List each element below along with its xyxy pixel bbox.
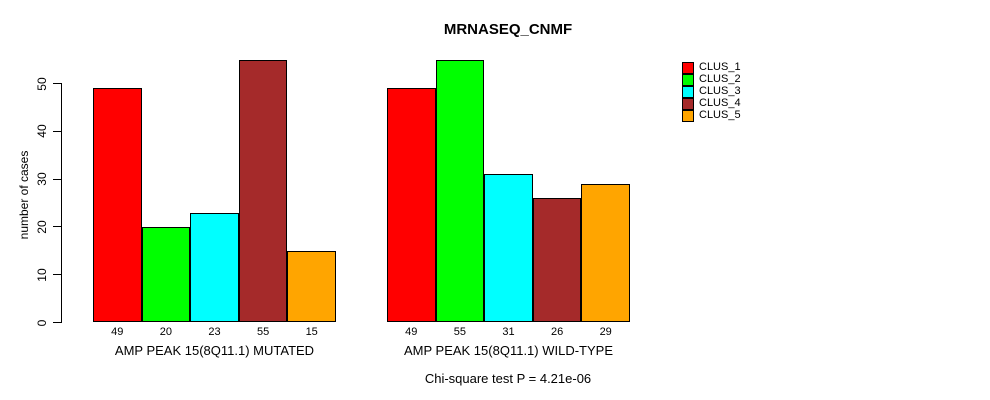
legend-swatch-clus_4 xyxy=(682,97,694,110)
bar-value-label: 26 xyxy=(550,326,564,338)
y-tick xyxy=(53,274,61,276)
legend-label: CLUS_2 xyxy=(699,73,741,85)
bar-clus_4 xyxy=(238,59,288,323)
x-group-label: AMP PEAK 15(8Q11.1) WILD-TYPE xyxy=(403,343,614,358)
bar-clus_2 xyxy=(435,59,485,323)
bar-clus_3 xyxy=(190,212,239,323)
y-tick-label: 10 xyxy=(35,268,49,282)
y-tick xyxy=(53,226,61,228)
annotation: Chi-square test P = 4.21e-06 xyxy=(424,371,592,386)
x-group-label: AMP PEAK 15(8Q11.1) MUTATED xyxy=(114,343,315,358)
legend-item: CLUS_2 xyxy=(682,73,741,86)
y-tick xyxy=(53,322,61,323)
legend: CLUS_1 CLUS_2 CLUS_3 CLUS_4 CLUS_5 xyxy=(682,61,741,122)
y-tick-label: 0 xyxy=(35,319,49,326)
bar-clus_5 xyxy=(287,250,336,323)
bar-value-label: 23 xyxy=(208,326,221,338)
y-tick xyxy=(53,130,61,132)
chart-title: MRNASEQ_CNMF xyxy=(443,21,573,38)
y-tick-label: 40 xyxy=(35,124,49,138)
bar-value-label: 55 xyxy=(256,326,270,338)
legend-item: CLUS_5 xyxy=(682,109,741,122)
bar-value-label: 49 xyxy=(405,326,418,338)
bar-clus_5 xyxy=(581,183,630,323)
legend-item: CLUS_3 xyxy=(682,85,741,98)
bar-value-label: 29 xyxy=(599,326,612,338)
legend-swatch-clus_1 xyxy=(682,61,694,74)
legend-label: CLUS_5 xyxy=(699,109,741,121)
bar-clus_1 xyxy=(93,88,142,323)
bar-clus_1 xyxy=(387,88,436,323)
legend-swatch-clus_3 xyxy=(682,85,694,98)
legend-label: CLUS_4 xyxy=(699,97,741,109)
bar-clus_3 xyxy=(484,174,533,323)
y-tick xyxy=(53,178,61,180)
bar-value-label: 15 xyxy=(305,326,318,338)
y-tick-label: 50 xyxy=(35,76,49,91)
bar-value-label: 55 xyxy=(453,326,467,338)
bar-clus_4 xyxy=(532,198,582,323)
y-tick-label: 20 xyxy=(35,220,49,234)
legend-item: CLUS_4 xyxy=(682,97,741,110)
y-tick-label: 30 xyxy=(35,172,49,186)
y-tick xyxy=(53,83,61,84)
legend-swatch-clus_5 xyxy=(682,109,694,122)
legend-swatch-clus_2 xyxy=(682,73,694,86)
legend-label: CLUS_3 xyxy=(699,85,741,97)
bar-clus_2 xyxy=(141,226,191,323)
y-axis-label: number of cases xyxy=(17,150,31,240)
legend-label: CLUS_1 xyxy=(699,61,741,73)
bar-value-label: 31 xyxy=(502,326,515,338)
bar-value-label: 20 xyxy=(159,326,173,338)
y-axis-line xyxy=(61,83,62,323)
bar-value-label: 49 xyxy=(111,326,124,338)
legend-item: CLUS_1 xyxy=(682,61,741,74)
